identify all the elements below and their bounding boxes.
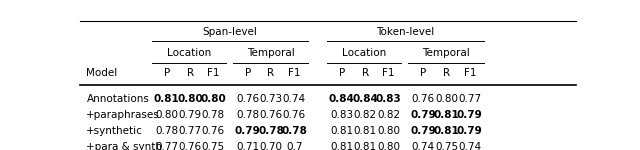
Text: Model: Model [86, 68, 118, 78]
Text: P: P [339, 68, 345, 78]
Text: 0.81: 0.81 [434, 126, 460, 136]
Text: Location: Location [342, 48, 387, 58]
Text: 0.83: 0.83 [376, 94, 401, 104]
Text: 0.78: 0.78 [156, 126, 179, 136]
Text: +synthetic: +synthetic [86, 126, 143, 136]
Text: +para & synth: +para & synth [86, 142, 163, 150]
Text: 0.76: 0.76 [236, 94, 259, 104]
Text: 0.7: 0.7 [286, 142, 303, 150]
Text: P: P [420, 68, 426, 78]
Text: 0.79: 0.79 [457, 110, 483, 120]
Text: 0.80: 0.80 [435, 94, 458, 104]
Text: 0.70: 0.70 [259, 142, 282, 150]
Text: 0.79: 0.79 [410, 110, 436, 120]
Text: F1: F1 [288, 68, 301, 78]
Text: 0.81: 0.81 [354, 142, 377, 150]
Text: 0.79: 0.79 [235, 126, 260, 136]
Text: 0.80: 0.80 [156, 110, 179, 120]
Text: P: P [164, 68, 170, 78]
Text: 0.76: 0.76 [412, 94, 435, 104]
Text: R: R [362, 68, 369, 78]
Text: 0.78: 0.78 [202, 110, 225, 120]
Text: 0.75: 0.75 [435, 142, 458, 150]
Text: F1: F1 [463, 68, 476, 78]
Text: Temporal: Temporal [422, 48, 470, 58]
Text: 0.77: 0.77 [458, 94, 481, 104]
Text: P: P [244, 68, 251, 78]
Text: 0.78: 0.78 [236, 110, 259, 120]
Text: R: R [443, 68, 450, 78]
Text: 0.81: 0.81 [330, 142, 353, 150]
Text: Annotations: Annotations [86, 94, 149, 104]
Text: 0.76: 0.76 [283, 110, 306, 120]
Text: 0.79: 0.79 [457, 126, 483, 136]
Text: 0.74: 0.74 [283, 94, 306, 104]
Text: 0.81: 0.81 [354, 126, 377, 136]
Text: 0.80: 0.80 [377, 126, 400, 136]
Text: 0.83: 0.83 [330, 110, 353, 120]
Text: 0.80: 0.80 [177, 94, 203, 104]
Text: 0.76: 0.76 [179, 142, 202, 150]
Text: 0.75: 0.75 [202, 142, 225, 150]
Text: Location: Location [167, 48, 211, 58]
Text: 0.80: 0.80 [200, 94, 227, 104]
Text: 0.80: 0.80 [377, 142, 400, 150]
Text: 0.76: 0.76 [202, 126, 225, 136]
Text: F1: F1 [382, 68, 395, 78]
Text: +paraphrases: +paraphrases [86, 110, 160, 120]
Text: 0.79: 0.79 [179, 110, 202, 120]
Text: 0.84: 0.84 [352, 94, 378, 104]
Text: 0.78: 0.78 [282, 126, 307, 136]
Text: 0.84: 0.84 [329, 94, 355, 104]
Text: 0.78: 0.78 [258, 126, 284, 136]
Text: 0.82: 0.82 [354, 110, 377, 120]
Text: 0.79: 0.79 [410, 126, 436, 136]
Text: 0.81: 0.81 [434, 110, 460, 120]
Text: F1: F1 [207, 68, 220, 78]
Text: 0.81: 0.81 [330, 126, 353, 136]
Text: Span-level: Span-level [203, 27, 257, 37]
Text: R: R [186, 68, 194, 78]
Text: 0.74: 0.74 [412, 142, 435, 150]
Text: 0.73: 0.73 [259, 94, 282, 104]
Text: Temporal: Temporal [246, 48, 294, 58]
Text: 0.81: 0.81 [154, 94, 180, 104]
Text: 0.82: 0.82 [377, 110, 400, 120]
Text: Token-level: Token-level [376, 27, 435, 37]
Text: R: R [268, 68, 275, 78]
Text: 0.77: 0.77 [179, 126, 202, 136]
Text: 0.71: 0.71 [236, 142, 259, 150]
Text: 0.76: 0.76 [259, 110, 282, 120]
Text: 0.77: 0.77 [156, 142, 179, 150]
Text: 0.74: 0.74 [458, 142, 481, 150]
